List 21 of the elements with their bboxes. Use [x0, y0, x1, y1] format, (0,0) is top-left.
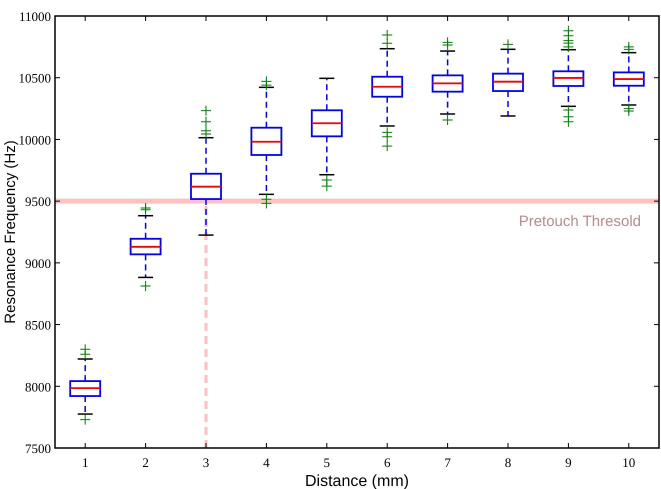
y-tick-label: 10000: [18, 132, 51, 148]
x-tick-label: 2: [142, 455, 149, 470]
x-tick-label: 4: [263, 455, 270, 470]
x-tick-label: 7: [444, 455, 452, 470]
x-tick-label: 10: [622, 455, 636, 470]
x-tick-label: 9: [565, 455, 572, 470]
y-tick-label: 8500: [25, 318, 51, 333]
x-tick-label: 5: [324, 455, 330, 470]
x-tick-label: 6: [384, 455, 391, 470]
y-tick-label: 11000: [18, 9, 51, 24]
y-tick-label: 8000: [25, 379, 51, 394]
y-tick-label: 9000: [25, 256, 51, 271]
y-tick-label: 10500: [18, 70, 51, 86]
ref-line-label: Pretouch Thresold: [518, 213, 641, 230]
x-tick-label: 8: [504, 455, 512, 470]
y-tick-label: 7500: [25, 441, 51, 456]
x-axis-title: Distance (mm): [304, 473, 410, 489]
x-tick-label: 3: [202, 455, 210, 470]
y-axis-title: Resonance Frequency (Hz): [2, 140, 19, 324]
x-tick-label: 1: [82, 455, 88, 470]
y-tick-label: 9500: [25, 194, 51, 210]
